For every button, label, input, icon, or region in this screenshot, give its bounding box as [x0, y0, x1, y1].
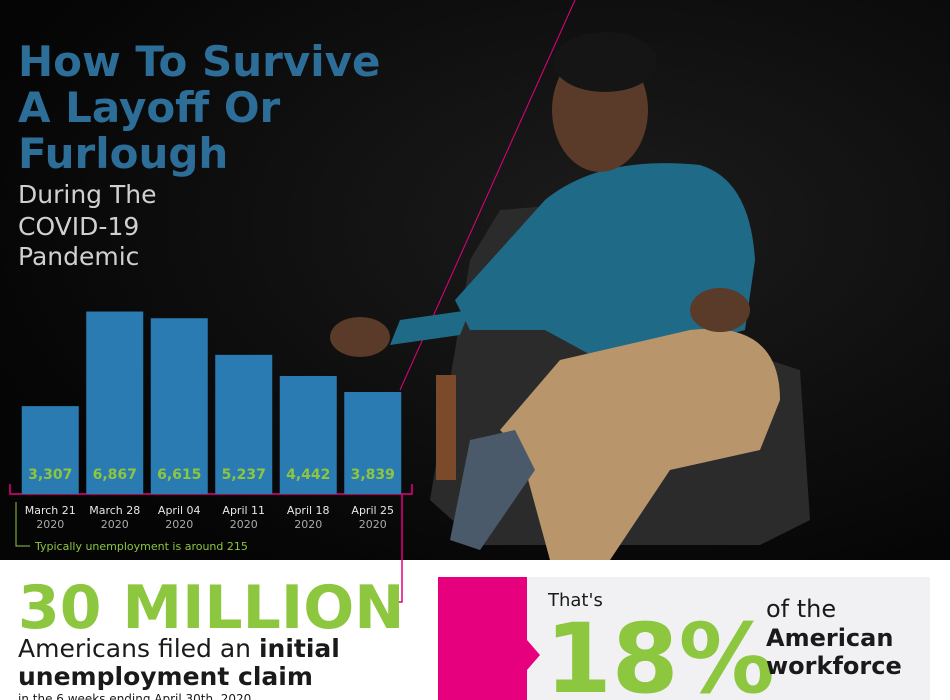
share-panel: [527, 577, 930, 700]
x-tick-label: March 28 2020: [89, 504, 140, 531]
bar: [86, 311, 144, 494]
chair-leg: [436, 375, 456, 480]
value-label: 5,237: [222, 467, 266, 483]
trousers: [500, 328, 780, 560]
x-tick-year: 2020: [359, 518, 387, 531]
subtitle-line: Pandemic: [18, 242, 139, 271]
x-tick-label: April 11 2020: [222, 504, 265, 531]
value-label: 6,867: [93, 467, 137, 483]
x-tick-year: 2020: [36, 518, 64, 531]
title-line: Furlough: [18, 129, 228, 178]
hair: [553, 32, 657, 92]
title-line: A Layoff Or: [18, 83, 281, 132]
x-tick-date: April 25: [351, 504, 394, 517]
x-tick-date: March 21: [25, 504, 76, 517]
annotation: Typically unemployment is around 215: [34, 540, 248, 553]
x-tick-label: April 18 2020: [287, 504, 330, 531]
x-tick-date: April 04: [158, 504, 201, 517]
share-text: workforce: [766, 652, 902, 680]
connector: [390, 494, 403, 603]
x-tick-date: March 28: [89, 504, 140, 517]
title-line: How To Survive: [18, 37, 380, 86]
bar: [215, 354, 273, 494]
stat-note: in the 6 weeks ending April 30th, 2020: [18, 692, 251, 700]
value-label: 4,442: [286, 467, 330, 483]
hand: [330, 317, 390, 357]
bar: [344, 391, 402, 494]
x-tick-label: April 25 2020: [351, 504, 394, 531]
pink-tab: [438, 577, 540, 700]
stat-line: Americans filed an initial: [18, 634, 340, 663]
value-label: 3,839: [351, 467, 395, 483]
x-tick-date: April 11: [222, 504, 265, 517]
subtitle-line: During The: [18, 180, 156, 209]
knee-hand: [690, 288, 750, 332]
x-tick-date: April 18: [287, 504, 330, 517]
x-tick-label: March 21 2020: [25, 504, 76, 531]
bar: [279, 375, 337, 494]
shoe: [450, 430, 535, 550]
sweater: [455, 163, 755, 360]
subtitle: During The COVID-19 Pandemic: [18, 180, 156, 271]
photo: [330, 32, 810, 560]
bracket: [9, 484, 413, 495]
bar: [150, 318, 208, 494]
share-lead: That's: [547, 590, 603, 611]
share-value: 18%: [545, 603, 775, 700]
headline: 30 MILLION: [18, 573, 404, 643]
subtitle-line: COVID-19: [18, 212, 139, 241]
x-tick-year: 2020: [294, 518, 322, 531]
x-tick-year: 2020: [165, 518, 193, 531]
stat-bold: initial: [259, 634, 340, 663]
annotation-line: [15, 502, 30, 547]
x-tick-year: 2020: [101, 518, 129, 531]
x-tick-label: April 04 2020: [158, 504, 201, 531]
title: How To Survive A Layoff Or Furlough: [18, 37, 380, 178]
stat-text: Americans filed an: [18, 634, 259, 663]
share-text: of the: [766, 595, 836, 623]
bar: [21, 406, 79, 494]
arm: [390, 310, 470, 345]
x-tick-year: 2020: [230, 518, 258, 531]
value-label: 6,615: [157, 467, 201, 483]
value-label: 3,307: [28, 467, 72, 483]
stat-line: unemployment claim: [18, 662, 313, 691]
share-text: American: [766, 624, 893, 652]
